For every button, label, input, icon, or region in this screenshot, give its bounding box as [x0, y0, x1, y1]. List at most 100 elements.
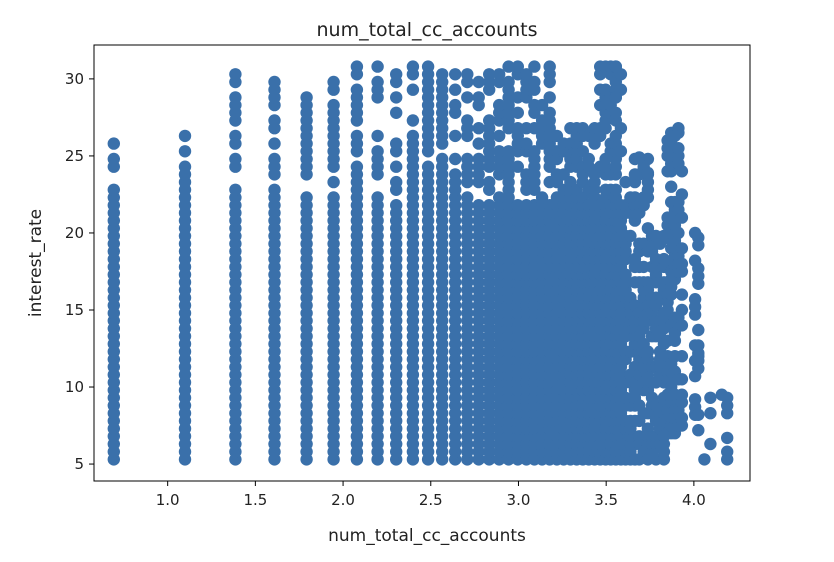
scatter-point [633, 430, 646, 443]
x-tick-label: 3.5 [594, 491, 618, 509]
scatter-point [107, 137, 121, 150]
scatter-point [609, 183, 622, 196]
scatter-point [229, 183, 242, 196]
scatter-point [675, 288, 689, 301]
scatter-point [421, 160, 435, 173]
scatter-point [327, 75, 340, 89]
scatter-point [493, 98, 506, 112]
scatter-point [483, 114, 496, 127]
plot-area-frame [93, 44, 751, 482]
scatter-point [449, 168, 462, 181]
scatter-point [675, 350, 689, 363]
scatter-point [390, 199, 403, 212]
scatter-point [704, 407, 717, 420]
scatter-point [472, 75, 485, 89]
scatter-point [371, 129, 384, 143]
scatter-point [543, 91, 556, 104]
scatter-point [721, 445, 734, 458]
scatter-point [350, 60, 364, 73]
scatter-point [107, 183, 121, 196]
scatter-point [692, 408, 705, 421]
scatter-point [178, 129, 192, 143]
scatter-point [493, 191, 506, 204]
scatter-point [390, 160, 403, 173]
scatter-point [461, 91, 474, 104]
scatter-point [268, 137, 281, 150]
scatter-point [493, 145, 506, 158]
x-tick-label: 1.5 [243, 491, 267, 509]
scatter-point [511, 122, 524, 135]
scatter-point [449, 152, 462, 166]
scatter-point [449, 68, 462, 81]
scatter-point [390, 175, 403, 189]
scatter-point [406, 60, 420, 73]
scatter-point [692, 323, 705, 337]
chart-title: num_total_cc_accounts [316, 19, 537, 41]
scatter-point [609, 60, 622, 73]
scatter-point [675, 303, 689, 317]
scatter-point [406, 129, 420, 143]
scatter-point [390, 91, 403, 104]
scatter-point [229, 91, 242, 104]
y-axis-label: interest_rate [26, 209, 46, 317]
scatter-point [668, 129, 682, 143]
x-axis-ticks: 1.0 1.5 2.0 2.5 3.0 3.5 4.0 [156, 481, 706, 509]
scatter-point [721, 431, 734, 445]
scatter-point [619, 268, 632, 281]
scatter-point [641, 345, 655, 358]
scatter-point [675, 373, 689, 386]
scatter-point [688, 293, 702, 306]
scatter-point [472, 199, 485, 212]
scatter-point [268, 183, 281, 196]
scatter-point [511, 160, 524, 173]
scatter-point [614, 122, 628, 135]
scatter-point [609, 106, 622, 120]
scatter-point [229, 129, 242, 143]
scatter-point [229, 152, 242, 166]
scatter-point [520, 137, 533, 150]
scatter-point [614, 145, 628, 158]
scatter-point [449, 129, 462, 143]
scatter-point [461, 152, 474, 166]
y-tick-label: 15 [65, 301, 84, 319]
scatter-point [406, 83, 420, 96]
scatter-point [692, 424, 705, 437]
scatter-point [449, 98, 462, 112]
scatter-point [327, 191, 340, 204]
scatter-point [472, 91, 485, 104]
scatter-point [268, 75, 281, 89]
scatter-point [672, 142, 685, 155]
x-tick-label: 1.0 [156, 491, 180, 509]
scatter-point [511, 106, 524, 120]
scatter-point [528, 60, 541, 73]
scatter-point [483, 199, 496, 212]
y-tick-label: 5 [74, 455, 84, 473]
y-tick-label: 20 [65, 224, 84, 242]
scatter-point [543, 60, 556, 73]
scatter-point [528, 145, 541, 158]
scatter-point [483, 68, 496, 81]
scatter-point [675, 242, 689, 255]
scatter-point [350, 160, 364, 173]
scatter-point [350, 83, 364, 96]
scatter-point [535, 191, 549, 204]
scatter-point [390, 137, 403, 150]
y-tick-label: 30 [65, 70, 84, 88]
y-tick-label: 25 [65, 147, 84, 165]
scatter-point [472, 122, 485, 135]
y-axis-ticks: 5 10 15 20 25 30 [65, 70, 94, 473]
scatter-point [511, 199, 524, 212]
scatter-point [472, 152, 485, 166]
scatter-point [675, 165, 689, 178]
scatter-point [675, 188, 689, 201]
scatter-point [483, 175, 496, 189]
scatter-point [371, 145, 384, 158]
scatter-point [692, 339, 705, 352]
scatter-point [300, 91, 313, 104]
scatter-point [704, 437, 717, 451]
scatter-point [692, 262, 705, 275]
scatter-point [665, 180, 678, 193]
scatter-point [692, 350, 705, 363]
scatter-point [715, 388, 728, 401]
scatter-point [327, 98, 340, 112]
